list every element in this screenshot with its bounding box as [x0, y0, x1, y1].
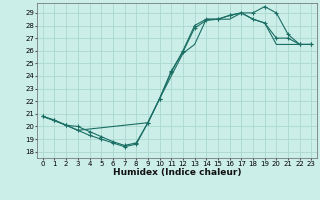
X-axis label: Humidex (Indice chaleur): Humidex (Indice chaleur) [113, 168, 241, 177]
